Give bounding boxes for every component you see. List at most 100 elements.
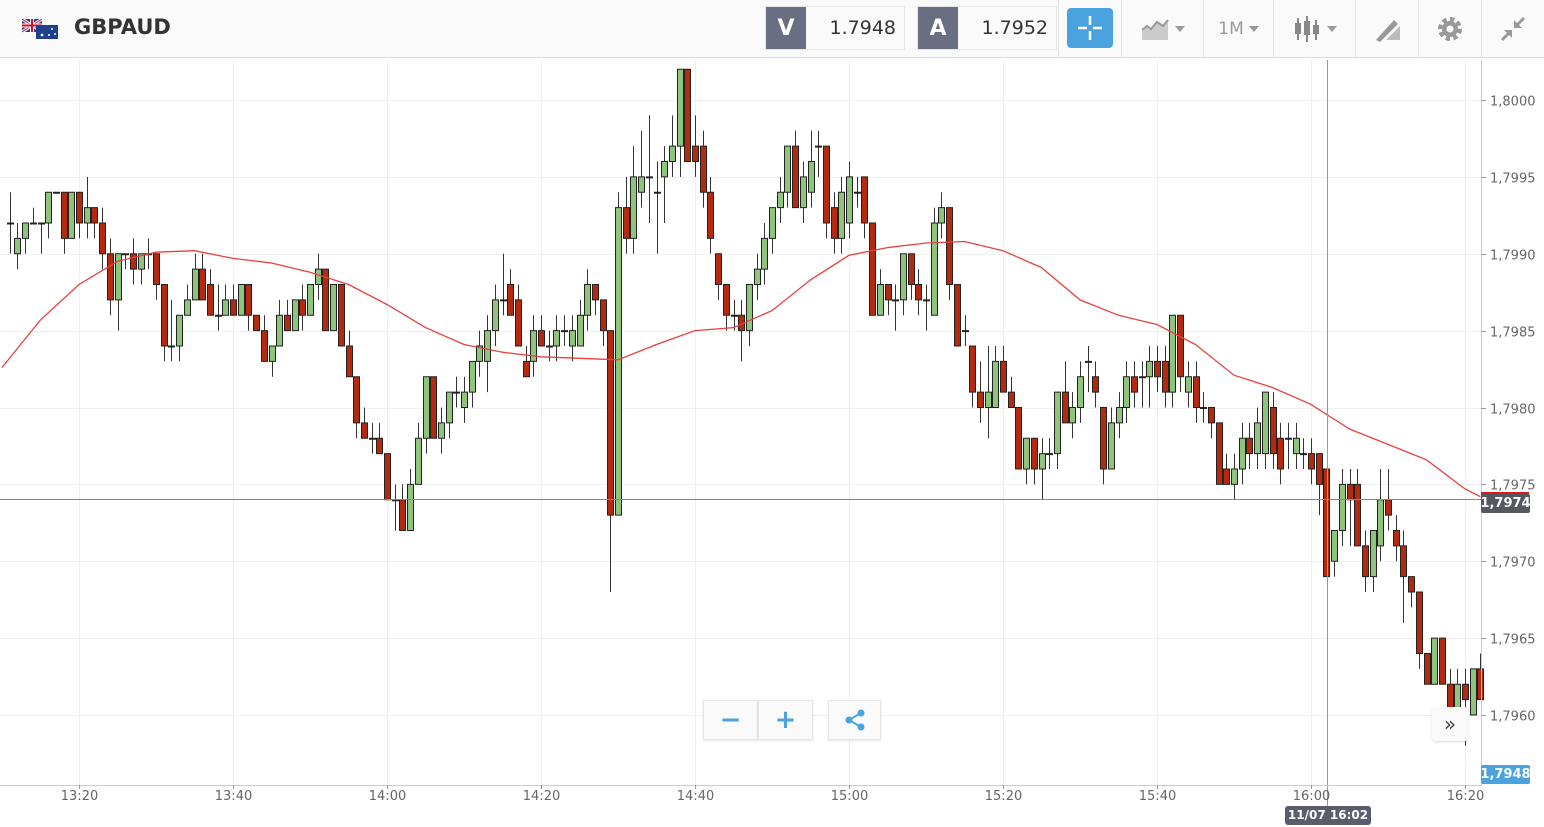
y-tick-label: 1,7970 — [1490, 556, 1536, 571]
chart-header: GBPAUD V 1.7948 A 1.7952 1M — [0, 0, 1544, 58]
candle-up — [1054, 391, 1061, 469]
candle-down — [1208, 407, 1215, 439]
y-tick-label: 1,7980 — [1490, 403, 1536, 418]
candle-body — [1223, 468, 1230, 485]
timeframe-dropdown[interactable]: 1M — [1203, 0, 1273, 58]
candle-up — [854, 176, 861, 208]
candle-down — [600, 299, 607, 346]
candle-up — [1085, 346, 1092, 393]
candle-body — [838, 191, 845, 239]
candle-up — [962, 315, 969, 346]
candle-down — [1424, 653, 1431, 685]
candle-body — [484, 330, 491, 362]
candle-down — [353, 376, 360, 439]
candle-down — [684, 68, 691, 162]
candle-body — [584, 284, 591, 316]
candle-body — [746, 284, 753, 332]
candle-style-dropdown[interactable] — [1273, 0, 1355, 58]
candle-down — [376, 422, 383, 455]
candle-down — [792, 130, 799, 209]
candle-up — [1046, 438, 1053, 469]
candlestick-icon — [1295, 16, 1319, 42]
sell-price-box[interactable]: V 1.7948 — [765, 6, 905, 50]
crosshair-button-active[interactable] — [1067, 8, 1113, 48]
candle-down — [130, 238, 137, 285]
candle-up — [1231, 453, 1238, 500]
candle-body — [245, 284, 252, 316]
candle-body — [1062, 391, 1069, 424]
candle-body — [384, 453, 391, 501]
candle-up — [438, 407, 445, 454]
candle-down — [1216, 422, 1223, 485]
candle-body — [1462, 683, 1469, 701]
x-tick-label: 14:00 — [369, 789, 406, 804]
chart-type-dropdown[interactable] — [1121, 0, 1203, 58]
candle-up — [646, 115, 653, 223]
candle-body — [476, 345, 483, 362]
candle-body — [261, 330, 268, 362]
candle-body — [168, 345, 175, 348]
candle-body — [538, 330, 545, 347]
share-button[interactable] — [828, 700, 881, 740]
candle-down — [1154, 346, 1161, 393]
candle-body — [30, 222, 37, 225]
candle-body — [1085, 360, 1092, 363]
scroll-to-latest-button[interactable]: » — [1432, 707, 1468, 741]
candle-up — [561, 315, 568, 346]
candle-body — [1139, 376, 1146, 379]
candle-body — [269, 345, 276, 362]
chart-type-icon — [1141, 19, 1169, 40]
candle-body — [215, 314, 222, 317]
candle-body — [1100, 407, 1107, 470]
candle-up — [754, 253, 761, 300]
candle-body — [307, 284, 314, 316]
buy-price-box[interactable]: A 1.7952 — [917, 6, 1057, 50]
crosshair-time-tag: 11/07 16:02 — [1285, 806, 1371, 825]
candle-up — [838, 176, 845, 254]
candle-up — [330, 284, 337, 332]
candle-body — [861, 176, 868, 224]
candle-body — [315, 268, 322, 285]
candle-body — [238, 284, 245, 316]
candle-body — [1092, 376, 1099, 393]
settings-button[interactable] — [1418, 0, 1481, 58]
candle-up — [453, 376, 460, 408]
candle-body — [1177, 314, 1184, 378]
y-tick-label: 1,7990 — [1490, 249, 1536, 264]
candle-body — [985, 391, 992, 408]
candle-body — [45, 191, 52, 224]
buy-price: 1.7952 — [981, 17, 1048, 39]
candle-down — [1223, 453, 1230, 485]
candle-up — [1377, 469, 1384, 562]
candle-body — [176, 314, 183, 347]
drawing-tools-button[interactable] — [1355, 0, 1418, 58]
x-tick-label: 15:40 — [1139, 789, 1176, 804]
candle-down — [61, 191, 68, 254]
candle-down — [738, 299, 745, 362]
collapse-button[interactable] — [1481, 0, 1544, 58]
candle-down — [261, 315, 268, 362]
candle-down — [1316, 453, 1323, 516]
candle-up — [638, 130, 645, 208]
candle-body — [500, 299, 507, 302]
candle-up — [1431, 637, 1438, 685]
candle-body — [276, 314, 283, 347]
zoom-out-button[interactable]: − — [703, 700, 758, 740]
zoom-in-button[interactable]: + — [758, 700, 813, 740]
candle-body — [1431, 637, 1438, 685]
candle-up — [238, 284, 245, 316]
crosshair-button[interactable] — [1058, 0, 1121, 58]
candle-body — [769, 207, 776, 239]
candle-down — [1062, 361, 1069, 424]
candle-body — [1370, 530, 1377, 578]
candle-body — [76, 191, 83, 224]
candle-body — [369, 437, 376, 440]
candle-body — [1362, 545, 1369, 578]
candle-body — [299, 299, 306, 316]
candle-up — [569, 315, 576, 362]
candle-up — [307, 284, 314, 316]
current-price-tag: 1,7974 — [1480, 494, 1531, 513]
candle-body — [707, 191, 714, 239]
candle-down — [346, 330, 353, 378]
